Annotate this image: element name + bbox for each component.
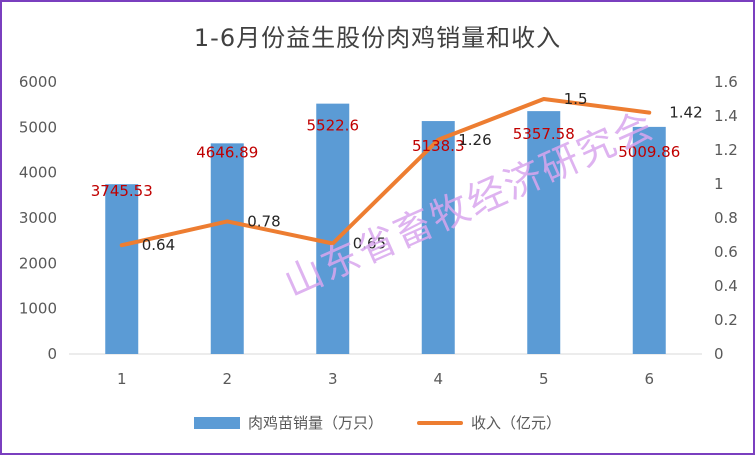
legend-item-revenue: 收入（亿元） (417, 412, 561, 433)
legend-swatch-bar (193, 416, 240, 429)
y-right-tick-label: 1.2 (714, 141, 738, 159)
y-left-tick-label: 1000 (19, 300, 57, 318)
bar (632, 126, 666, 354)
bar (527, 111, 561, 354)
bar (316, 103, 350, 354)
y-left-tick-label: 5000 (19, 118, 57, 136)
y-left-tick-label: 4000 (19, 164, 57, 182)
legend-label-sales: 肉鸡苗销量（万只） (247, 414, 383, 432)
y-right-tick-label: 0.4 (714, 277, 738, 295)
bar-data-label: 5522.6 (307, 117, 360, 135)
chart-legend: 肉鸡苗销量（万只） 收入（亿元） (2, 412, 753, 433)
x-tick-label: 4 (433, 370, 443, 388)
y-left-tick-label: 0 (47, 345, 57, 363)
bar (421, 121, 455, 354)
bar-data-label: 5357.58 (513, 125, 575, 143)
x-tick-label: 6 (644, 370, 654, 388)
bar-data-label: 5138.3 (412, 137, 465, 155)
y-right-tick-label: 1.4 (714, 107, 738, 125)
bar (105, 184, 139, 354)
y-right-tick-label: 0.6 (714, 243, 738, 261)
legend-swatch-line (417, 420, 463, 425)
y-left-tick-label: 6000 (19, 73, 57, 91)
line-data-label: 0.65 (353, 235, 386, 253)
x-tick-label: 5 (539, 370, 549, 388)
bar (210, 143, 244, 354)
legend-label-revenue: 收入（亿元） (471, 414, 562, 432)
y-left-tick-label: 3000 (19, 209, 57, 227)
y-right-tick-label: 0.2 (714, 311, 738, 329)
x-tick-label: 2 (222, 370, 232, 388)
line-data-label: 0.78 (247, 212, 280, 230)
y-right-tick-label: 0 (714, 345, 724, 363)
line-data-label: 1.5 (564, 90, 588, 108)
line-data-label: 0.64 (142, 236, 175, 254)
y-left-tick-label: 2000 (19, 254, 57, 272)
x-tick-label: 3 (328, 370, 338, 388)
line-data-label: 1.42 (669, 104, 702, 122)
bar-data-label: 5009.86 (618, 143, 680, 161)
y-right-tick-label: 0.8 (714, 209, 738, 227)
legend-item-sales: 肉鸡苗销量（万只） (193, 412, 383, 433)
y-right-tick-label: 1.6 (714, 73, 738, 91)
y-right-tick-label: 1 (714, 175, 724, 193)
chart-title: 1-6月份益生股份肉鸡销量和收入 (193, 24, 562, 52)
bar-data-label: 4646.89 (196, 143, 258, 161)
line-data-label: 1.26 (458, 131, 491, 149)
x-tick-label: 1 (117, 370, 127, 388)
revenue-line (119, 97, 652, 248)
bar-data-label: 3745.53 (91, 182, 153, 200)
